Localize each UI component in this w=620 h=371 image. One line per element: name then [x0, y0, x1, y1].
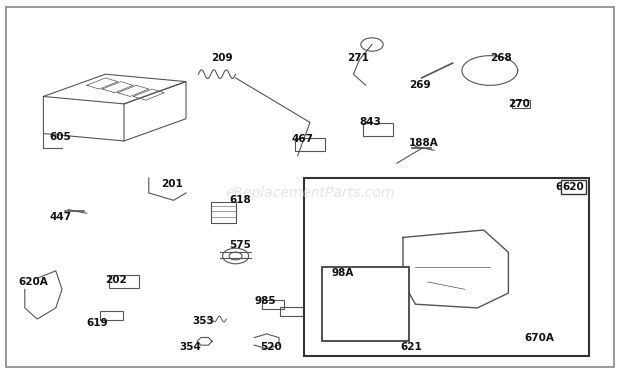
- Text: 98A: 98A: [331, 268, 353, 278]
- Text: 270: 270: [508, 99, 530, 109]
- Bar: [262, 300, 284, 309]
- Bar: [361, 315, 383, 324]
- Text: 620: 620: [562, 183, 585, 192]
- Text: 618: 618: [229, 196, 251, 205]
- Bar: [304, 178, 589, 356]
- Text: 670A: 670A: [524, 333, 554, 342]
- Bar: [100, 311, 123, 320]
- Text: 575: 575: [229, 240, 251, 250]
- Text: 520: 520: [260, 342, 282, 352]
- Bar: [322, 267, 409, 341]
- Text: 188A: 188A: [409, 138, 439, 148]
- Text: 271: 271: [347, 53, 369, 62]
- Text: 268: 268: [490, 53, 511, 62]
- Bar: [295, 138, 325, 151]
- Text: 621: 621: [400, 342, 422, 352]
- Bar: [211, 202, 236, 223]
- Text: 605: 605: [50, 132, 71, 142]
- Text: 202: 202: [105, 275, 127, 285]
- Text: 620: 620: [555, 183, 577, 192]
- Text: 467: 467: [291, 134, 313, 144]
- Text: 843: 843: [360, 118, 381, 127]
- Text: 269: 269: [409, 81, 431, 90]
- Text: 353: 353: [192, 316, 214, 326]
- Text: 201: 201: [161, 179, 183, 188]
- Text: eReplacementParts.com: eReplacementParts.com: [225, 186, 395, 200]
- Bar: [530, 326, 549, 334]
- Text: 985: 985: [254, 296, 276, 305]
- Text: 354: 354: [180, 342, 202, 352]
- Text: 209: 209: [211, 53, 232, 62]
- Bar: [410, 339, 433, 348]
- Text: 619: 619: [87, 318, 108, 328]
- Text: 620A: 620A: [19, 277, 48, 287]
- Bar: [512, 100, 530, 108]
- Bar: [109, 275, 140, 289]
- Text: 447: 447: [50, 212, 72, 222]
- Bar: [363, 123, 394, 136]
- Bar: [280, 307, 303, 316]
